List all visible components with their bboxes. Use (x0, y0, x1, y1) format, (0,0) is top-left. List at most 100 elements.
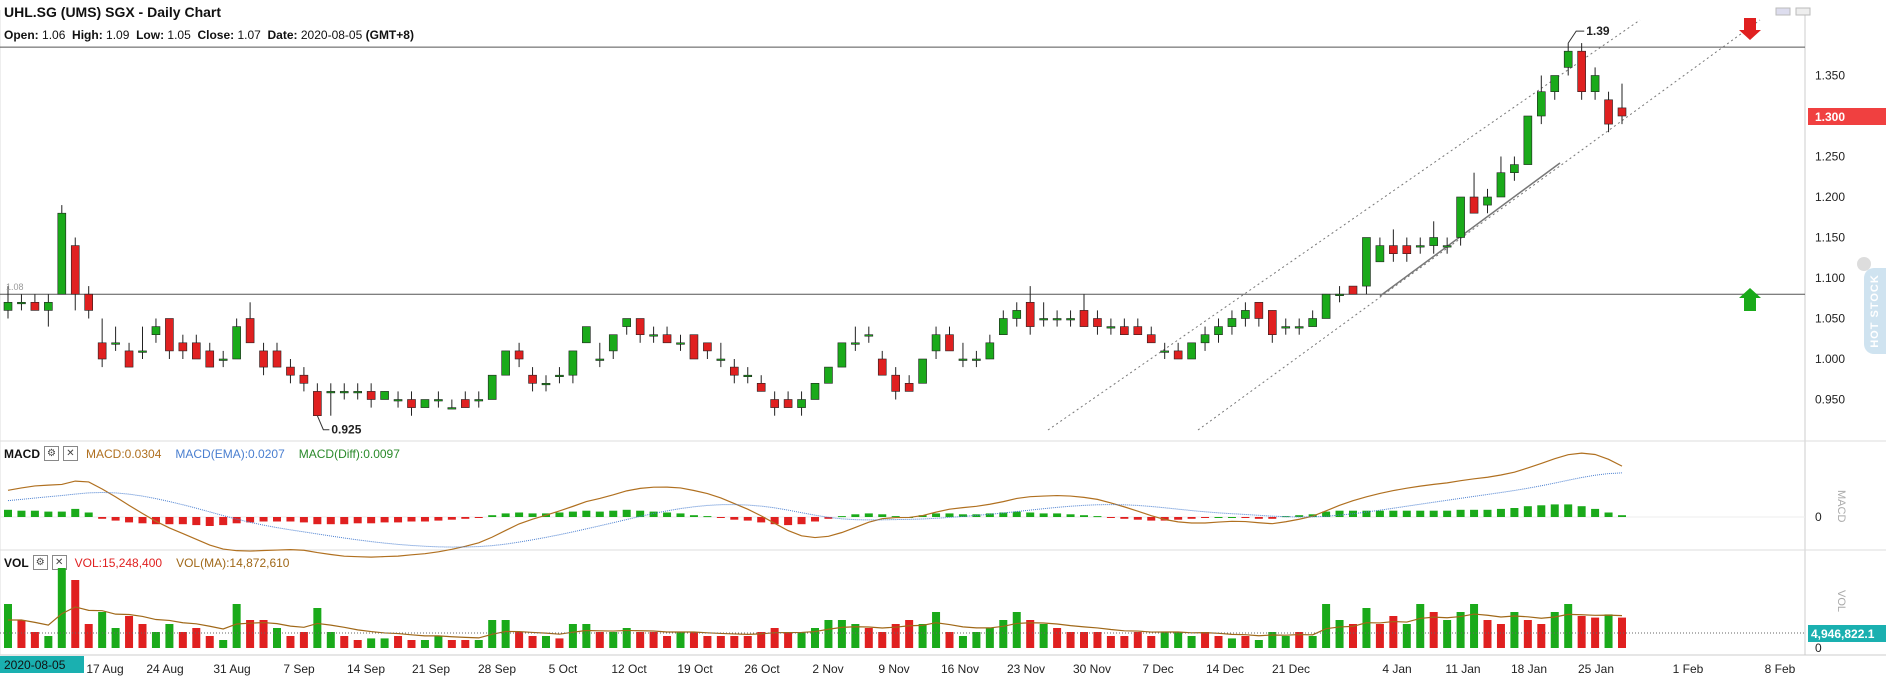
volume-bar (286, 636, 295, 648)
volume-bar (71, 580, 80, 648)
candle-body (985, 342, 995, 360)
macd-histogram-bar (447, 517, 456, 520)
macd-histogram-bar (501, 513, 510, 517)
volume-bar (1214, 636, 1223, 648)
x-tick-label: 19 Oct (677, 662, 713, 676)
volume-bar (985, 628, 994, 648)
candle-body (689, 334, 699, 360)
x-tick-label: 31 Aug (213, 662, 250, 676)
candle-body (339, 391, 349, 394)
candle-body (877, 358, 887, 376)
candle-body (635, 318, 645, 336)
candle-body (1335, 293, 1344, 297)
low-label: Low: (136, 28, 165, 42)
macd-histogram-bar (568, 511, 577, 517)
macd-histogram-bar (111, 517, 120, 521)
macd-histogram-bar (864, 513, 873, 517)
candle-body (1227, 318, 1237, 327)
candle-body (380, 391, 389, 400)
macd-histogram-bar (797, 517, 806, 525)
x-tick-label: 16 Nov (941, 662, 979, 676)
macd-zero-label: 0 (1815, 510, 1822, 524)
macd-histogram-bar (1443, 510, 1452, 517)
sell-arrow-icon (1739, 18, 1761, 40)
macd-histogram-bar (98, 517, 107, 519)
volume-bar (1201, 632, 1210, 648)
open-label: Open: (4, 28, 39, 42)
macd-histogram-bar (1174, 517, 1183, 520)
volume-bar (1362, 608, 1371, 648)
ohlc-readout: Open: 1.06 High: 1.09 Low: 1.05 Close: 1… (4, 28, 414, 42)
macd-value: MACD:0.0304 (86, 446, 162, 461)
volume-bar (1375, 624, 1384, 648)
candle-body (555, 374, 564, 378)
macd-histogram-bar (1187, 517, 1196, 519)
macd-histogram-bar (1483, 509, 1492, 517)
macd-histogram-bar (1241, 517, 1250, 518)
volume-bar (165, 624, 174, 648)
gear-icon[interactable]: ⚙ (32, 555, 48, 570)
volume-bar (636, 632, 645, 648)
settings-panel-icon (1795, 7, 1811, 16)
candle-body (904, 382, 914, 392)
candle-body (1160, 350, 1169, 353)
candle-body (353, 391, 363, 394)
candle-body (474, 399, 484, 402)
macd-histogram-bar (57, 511, 66, 517)
volume-bar (1066, 632, 1075, 648)
candle-body (1254, 301, 1264, 319)
macd-histogram-bar (811, 517, 819, 522)
volume-bar (246, 620, 255, 648)
candle-body (1550, 75, 1560, 93)
macd-histogram-bar (757, 517, 766, 523)
macd-histogram-bar (1147, 517, 1156, 521)
candle-body (326, 391, 336, 394)
volume-bar (1416, 604, 1425, 648)
x-tick-label: 1 Feb (1673, 662, 1704, 676)
candle-body (1079, 310, 1089, 327)
macd-histogram-bar (1026, 512, 1035, 517)
candle-body (770, 399, 779, 408)
candle-body (1012, 310, 1022, 319)
volume-bar (878, 632, 887, 648)
candle-body (783, 399, 793, 408)
volume-bar (299, 632, 308, 648)
vol-panel-name: VOL (4, 555, 29, 570)
macd-histogram-bar (1470, 509, 1479, 517)
volume-bar (340, 636, 349, 648)
macd-histogram-bar (1120, 517, 1129, 519)
candle-body (1093, 318, 1102, 327)
x-tick-label: 23 Nov (1007, 662, 1045, 676)
macd-histogram-bar (313, 517, 322, 525)
macd-histogram-bar (219, 517, 228, 526)
close-icon[interactable]: ✕ (63, 446, 78, 461)
candle-body (582, 326, 591, 344)
macd-histogram-bar (1295, 515, 1304, 517)
candle-body (528, 374, 537, 384)
candle-body (70, 245, 80, 295)
volume-bar (958, 636, 967, 648)
x-tick-label: 25 Jan (1578, 662, 1614, 676)
volume-bar (1254, 640, 1263, 648)
gear-icon[interactable]: ⚙ (44, 446, 59, 461)
volume-bar (1335, 620, 1344, 648)
hot-stock-tab[interactable]: HOT STOCK (1864, 268, 1886, 354)
volume-bar (407, 640, 416, 648)
macd-histogram-bar (1375, 510, 1384, 517)
volume-bar (555, 638, 564, 648)
x-tick-label: 12 Oct (611, 662, 647, 676)
candle-body (1617, 107, 1627, 117)
y-tick-label: 0.950 (1815, 393, 1845, 407)
candle-body (1214, 326, 1223, 336)
candle-body (568, 350, 578, 376)
candle-body (1241, 310, 1250, 319)
macd-histogram-bar (299, 517, 308, 523)
candle-body (1173, 350, 1183, 360)
macd-histogram-bar (273, 517, 281, 522)
volume-bar (1295, 632, 1304, 648)
candle-body (743, 374, 753, 378)
macd-histogram-bar (1604, 512, 1613, 517)
vol-ma-value: VOL(MA):14,872,610 (176, 555, 290, 570)
candle-body (205, 350, 215, 368)
